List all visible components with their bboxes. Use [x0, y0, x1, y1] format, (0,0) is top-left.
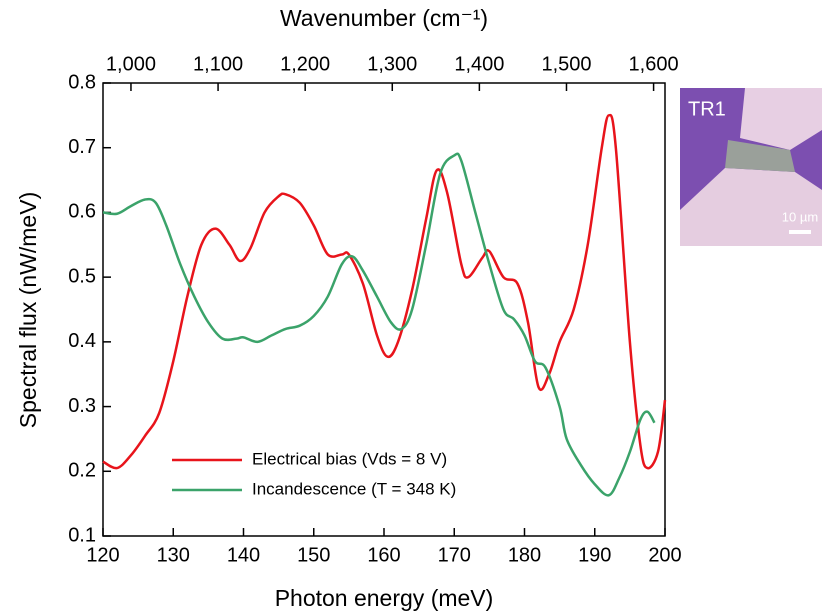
x-tick-label: 120 [86, 544, 119, 566]
x2-tick-label: 1,000 [106, 53, 156, 75]
x2-tick-label: 1,300 [367, 53, 417, 75]
inset-label: TR1 [688, 98, 726, 120]
y-tick-label: 0.8 [68, 71, 96, 93]
y-tick-label: 0.3 [68, 395, 96, 417]
x-tick-label: 140 [227, 544, 260, 566]
y-tick-label: 0.7 [68, 136, 96, 158]
x-tick-label: 130 [157, 544, 190, 566]
x-tick-label: 160 [367, 544, 400, 566]
x-tick-label: 180 [508, 544, 541, 566]
x2-axis-label: Wavenumber (cm⁻¹) [280, 5, 488, 31]
inset-photo: TR1 10 µm [680, 88, 822, 246]
x2-tick-label: 1,200 [280, 53, 330, 75]
y-axis-label: Spectral flux (nW/meV) [15, 192, 41, 428]
y-tick-label: 0.5 [68, 265, 96, 287]
x2-tick-label: 1,600 [629, 53, 679, 75]
inset-scale-label: 10 µm [782, 209, 818, 224]
inset-flake [725, 140, 795, 172]
x-tick-label: 190 [578, 544, 611, 566]
inset-electrode [740, 88, 822, 150]
x-tick-label: 150 [297, 544, 330, 566]
data-line [102, 152, 656, 497]
legend-label: Electrical bias (Vds = 8 V) [252, 449, 447, 468]
x-axis-label: Photon energy (meV) [275, 585, 494, 611]
inset-electrode [680, 168, 822, 246]
data-line [102, 113, 667, 470]
x-tick-label: 200 [648, 544, 681, 566]
y-tick-label: 0.4 [68, 330, 96, 352]
y-tick-label: 0.2 [68, 460, 96, 482]
y-tick-label: 0.6 [68, 201, 96, 223]
x2-tick-label: 1,500 [541, 53, 591, 75]
legend-label: Incandescence (T = 348 K) [252, 479, 456, 498]
x2-tick-label: 1,100 [193, 53, 243, 75]
x-tick-label: 170 [438, 544, 471, 566]
x2-tick-label: 1,400 [454, 53, 504, 75]
inset-scale-bar [789, 230, 811, 234]
y-tick-label: 0.1 [68, 524, 96, 546]
